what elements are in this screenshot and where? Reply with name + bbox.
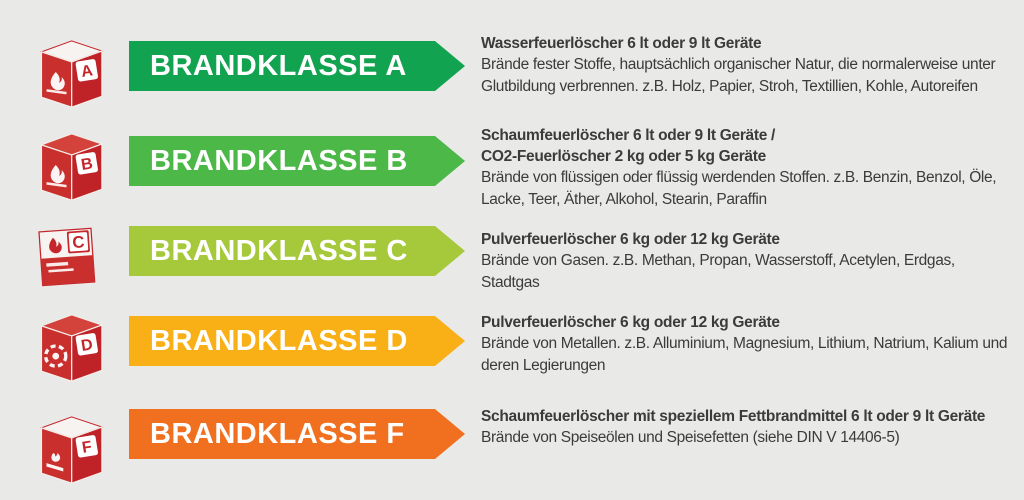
fire-class-cube-c-icon: C [24, 215, 108, 299]
cube-letter: F [81, 438, 94, 456]
fire-class-cube-b-icon: B [28, 123, 112, 207]
banner-brandklasse-b: BRANDKLASSE B [129, 136, 465, 186]
row-brandklasse-f: F BRANDKLASSE F Schaumfeuerlöscher mit s… [0, 392, 1024, 488]
banner-label: BRANDKLASSE B [150, 144, 408, 177]
cube-letter: B [80, 155, 94, 174]
fire-class-description: Brände von flüssigen oder flüssig werden… [481, 169, 997, 208]
cube-letter: D [80, 336, 94, 355]
fire-class-cube-f-icon: F [28, 406, 112, 490]
description-brandklasse-f: Schaumfeuerlöscher mit speziellem Fettbr… [481, 406, 1017, 449]
banner-brandklasse-c: BRANDKLASSE C [129, 226, 465, 276]
fire-class-description: Brände von Gasen. z.B. Methan, Propan, W… [481, 252, 955, 291]
description-brandklasse-b: Schaumfeuerlöscher 6 lt oder 9 lt Geräte… [481, 125, 1017, 210]
banner-label: BRANDKLASSE C [150, 234, 408, 267]
fire-class-cube-a-icon: A [28, 30, 112, 114]
row-brandklasse-a: A BRANDKLASSE A Wasserfeuerlöscher 6 lt … [0, 26, 1024, 122]
banner-label: BRANDKLASSE F [150, 417, 405, 450]
description-brandklasse-a: Wasserfeuerlöscher 6 lt oder 9 lt Geräte… [481, 33, 1017, 97]
fire-class-description: Brände fester Stoffe, hauptsächlich orga… [481, 56, 996, 95]
banner-label: BRANDKLASSE D [150, 324, 408, 357]
row-brandklasse-b: B BRANDKLASSE B Schaumfeuerlöscher 6 lt … [0, 120, 1024, 216]
description-brandklasse-c: Pulverfeuerlöscher 6 kg oder 12 kg Gerät… [481, 229, 1017, 293]
extinguisher-heading: Schaumfeuerlöscher 6 lt oder 9 lt Geräte… [481, 127, 776, 165]
fire-class-cube-d-icon: D [28, 304, 112, 388]
fire-class-description: Brände von Speiseölen und Speisefetten (… [481, 429, 900, 446]
banner-label: BRANDKLASSE A [150, 49, 407, 82]
cube-letter: A [80, 62, 95, 81]
banner-brandklasse-f: BRANDKLASSE F [129, 409, 465, 459]
extinguisher-heading: Pulverfeuerlöscher 6 kg oder 12 kg Gerät… [481, 231, 780, 248]
row-brandklasse-c: C BRANDKLASSE C Pulverfeuerlöscher 6 kg … [0, 210, 1024, 306]
fire-class-description: Brände von Metallen. z.B. Alluminium, Ma… [481, 335, 1008, 374]
row-brandklasse-d: D BRANDKLASSE D Pulverfeuerlöscher 6 kg … [0, 300, 1024, 396]
extinguisher-heading: Pulverfeuerlöscher 6 kg oder 12 kg Gerät… [481, 314, 780, 331]
cube-letter: C [72, 232, 85, 252]
banner-brandklasse-d: BRANDKLASSE D [129, 316, 465, 366]
description-brandklasse-d: Pulverfeuerlöscher 6 kg oder 12 kg Gerät… [481, 312, 1017, 376]
extinguisher-heading: Wasserfeuerlöscher 6 lt oder 9 lt Geräte [481, 35, 762, 52]
banner-brandklasse-a: BRANDKLASSE A [129, 41, 465, 91]
extinguisher-heading: Schaumfeuerlöscher mit speziellem Fettbr… [481, 408, 986, 425]
